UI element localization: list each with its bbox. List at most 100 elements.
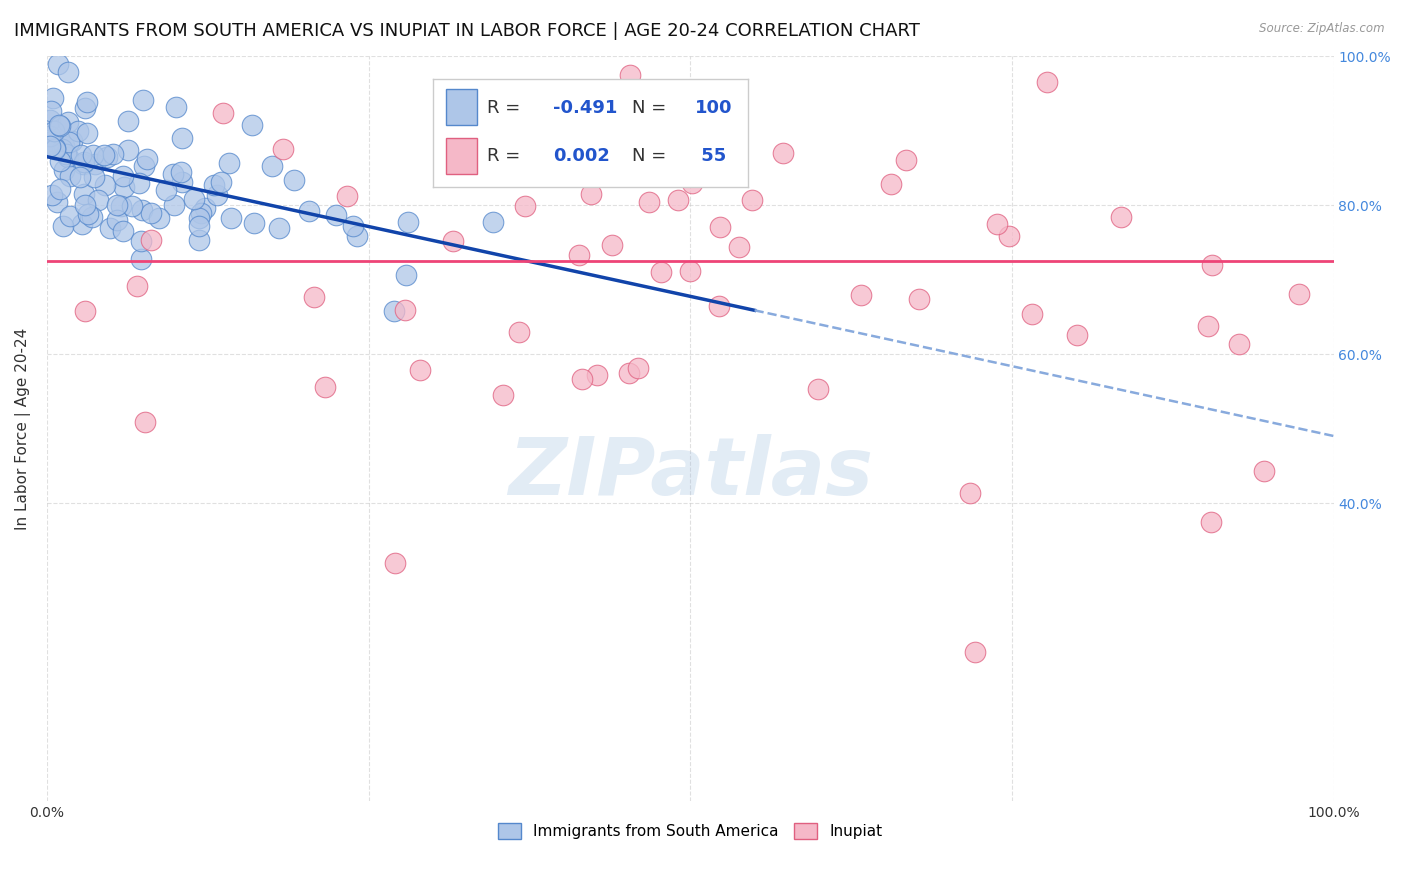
- Point: [482, 214, 505, 228]
- Point: [110, 199, 132, 213]
- Point: [1197, 318, 1219, 333]
- Point: [260, 159, 283, 173]
- Point: [58, 135, 80, 149]
- Point: [907, 293, 929, 307]
- Point: [851, 287, 873, 301]
- Point: [82, 210, 104, 224]
- Point: [188, 234, 211, 248]
- Point: [136, 152, 159, 166]
- Point: [165, 100, 187, 114]
- Point: [44, 142, 66, 156]
- Point: [516, 115, 538, 129]
- Point: [155, 183, 177, 197]
- Point: [48, 182, 70, 196]
- Point: [205, 187, 228, 202]
- Point: [283, 172, 305, 186]
- Point: [728, 240, 751, 254]
- Point: [128, 177, 150, 191]
- Point: [1201, 515, 1223, 529]
- Point: [585, 368, 607, 382]
- Point: [807, 382, 830, 396]
- Point: [44, 141, 66, 155]
- Point: [93, 148, 115, 162]
- Point: [83, 169, 105, 184]
- Point: [638, 195, 661, 210]
- Point: [190, 206, 212, 220]
- Point: [346, 229, 368, 244]
- Point: [513, 199, 536, 213]
- Point: [82, 147, 104, 161]
- Point: [170, 164, 193, 178]
- Point: [267, 220, 290, 235]
- Point: [42, 124, 65, 138]
- Point: [571, 372, 593, 386]
- Point: [963, 645, 986, 659]
- Point: [194, 202, 217, 216]
- Point: [111, 223, 134, 237]
- Point: [170, 131, 193, 145]
- Point: [56, 114, 79, 128]
- Point: [70, 148, 93, 162]
- Point: [240, 118, 263, 132]
- Point: [271, 142, 294, 156]
- Point: [681, 176, 703, 190]
- Point: [139, 233, 162, 247]
- Point: [72, 218, 94, 232]
- Point: [396, 214, 419, 228]
- Point: [619, 69, 641, 83]
- Point: [741, 194, 763, 208]
- Point: [409, 363, 432, 377]
- Point: [581, 186, 603, 201]
- Point: [127, 278, 149, 293]
- Point: [41, 188, 63, 202]
- Point: [73, 186, 96, 201]
- Point: [1066, 327, 1088, 342]
- Point: [38, 139, 60, 153]
- Point: [298, 203, 321, 218]
- Point: [336, 188, 359, 202]
- Point: [342, 219, 364, 234]
- Point: [46, 56, 69, 70]
- Point: [568, 248, 591, 262]
- Point: [51, 142, 73, 156]
- Point: [395, 268, 418, 283]
- Point: [42, 141, 65, 155]
- Point: [619, 366, 641, 380]
- Point: [59, 169, 82, 183]
- Point: [69, 169, 91, 184]
- Point: [49, 119, 72, 133]
- Point: [41, 134, 63, 148]
- Point: [75, 303, 97, 318]
- Text: Source: ZipAtlas.com: Source: ZipAtlas.com: [1260, 22, 1385, 36]
- Point: [384, 556, 406, 570]
- Point: [55, 146, 77, 161]
- Point: [56, 150, 79, 164]
- Point: [141, 206, 163, 220]
- Point: [105, 212, 128, 227]
- Point: [772, 146, 794, 161]
- Point: [650, 265, 672, 279]
- Point: [96, 150, 118, 164]
- Point: [60, 134, 83, 148]
- Point: [508, 326, 530, 340]
- Point: [492, 388, 515, 402]
- Point: [219, 211, 242, 226]
- Point: [53, 139, 76, 153]
- Point: [86, 193, 108, 207]
- Point: [134, 415, 156, 429]
- Point: [39, 103, 62, 118]
- Point: [1036, 75, 1059, 89]
- Point: [172, 175, 194, 189]
- Point: [75, 101, 97, 115]
- Point: [132, 94, 155, 108]
- Point: [129, 252, 152, 266]
- Point: [42, 90, 65, 104]
- Point: [52, 219, 75, 233]
- Point: [77, 207, 100, 221]
- Point: [112, 179, 135, 194]
- Point: [56, 64, 79, 78]
- Point: [880, 177, 903, 191]
- Point: [134, 159, 156, 173]
- Point: [76, 126, 98, 140]
- Point: [131, 203, 153, 218]
